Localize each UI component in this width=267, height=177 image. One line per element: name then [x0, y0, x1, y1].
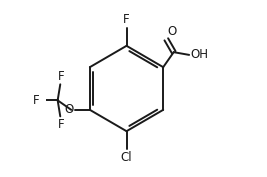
Text: F: F	[123, 13, 130, 26]
Text: O: O	[64, 103, 74, 116]
Text: O: O	[168, 25, 177, 38]
Text: F: F	[58, 118, 64, 131]
Text: F: F	[33, 94, 40, 107]
Text: OH: OH	[191, 48, 209, 61]
Text: Cl: Cl	[121, 151, 132, 164]
Text: F: F	[58, 70, 64, 83]
